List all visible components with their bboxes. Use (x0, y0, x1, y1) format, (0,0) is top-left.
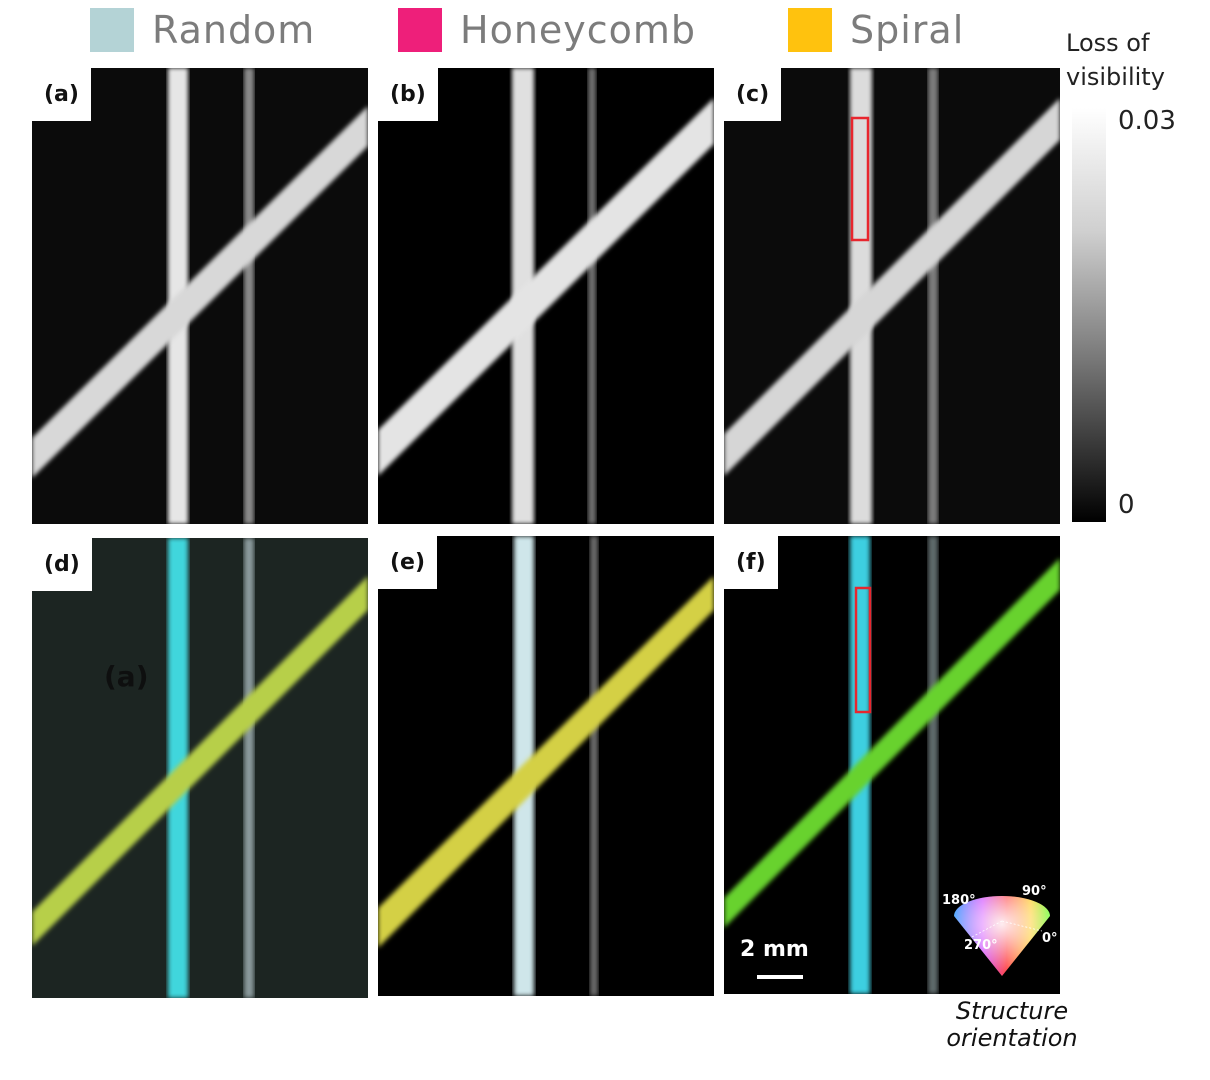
panel-a: (a) (32, 68, 368, 524)
panel-label-d: (d) (32, 538, 92, 591)
panel-c-image (724, 68, 1060, 524)
wheel-label-90: 90° (1022, 884, 1047, 899)
panel-e: (e) (378, 536, 714, 996)
panel-e-image (378, 536, 714, 996)
colorbar-title: Loss of visibility (1066, 26, 1165, 94)
panel-label-a: (a) (32, 68, 91, 121)
highlight-box-c (850, 116, 870, 242)
panel-c: (c) (724, 68, 1060, 524)
stray-panel-label: (a) (104, 660, 149, 693)
panel-d-image (32, 538, 368, 998)
panel-d: (d) (a) (32, 538, 368, 998)
legend-item-honeycomb: Honeycomb (398, 8, 696, 52)
panel-f: (f) 180° 90° 270° 0° (724, 536, 1060, 994)
legend-swatch-honeycomb (398, 8, 442, 52)
orientation-caption-line1: Structure (955, 997, 1069, 1025)
colorbar-title-line1: Loss of (1066, 29, 1150, 57)
panel-b: (b) (378, 68, 714, 524)
legend-label-honeycomb: Honeycomb (460, 8, 697, 52)
orientation-wheel (954, 896, 1050, 976)
orientation-caption: Structure orientation (932, 998, 1092, 1052)
colorbar-gradient (1072, 108, 1106, 522)
legend-item-spiral: Spiral (788, 8, 964, 52)
legend-swatch-random (90, 8, 134, 52)
wheel-label-180: 180° (942, 893, 976, 908)
legend-swatch-spiral (788, 8, 832, 52)
highlight-box-f (854, 586, 872, 714)
legend-label-random: Random (152, 8, 316, 52)
legend-item-random: Random (90, 8, 315, 52)
panel-a-image (32, 68, 368, 524)
panel-label-b: (b) (378, 68, 438, 121)
legend-label-spiral: Spiral (850, 8, 965, 52)
wheel-label-270: 270° (964, 938, 998, 953)
orientation-caption-line2: orientation (946, 1024, 1078, 1052)
colorbar-min-label: 0 (1118, 490, 1135, 520)
panel-label-e: (e) (378, 536, 438, 589)
panel-b-image (378, 68, 714, 524)
scale-bar-label: 2 mm (740, 937, 809, 962)
colorbar-title-line2: visibility (1066, 63, 1165, 91)
scale-bar (757, 975, 803, 979)
colorbar-max-label: 0.03 (1118, 106, 1176, 136)
wheel-label-0: 0° (1042, 931, 1058, 946)
panel-f-image (724, 536, 1060, 994)
panel-label-f: (f) (724, 536, 778, 589)
panel-label-c: (c) (724, 68, 782, 121)
